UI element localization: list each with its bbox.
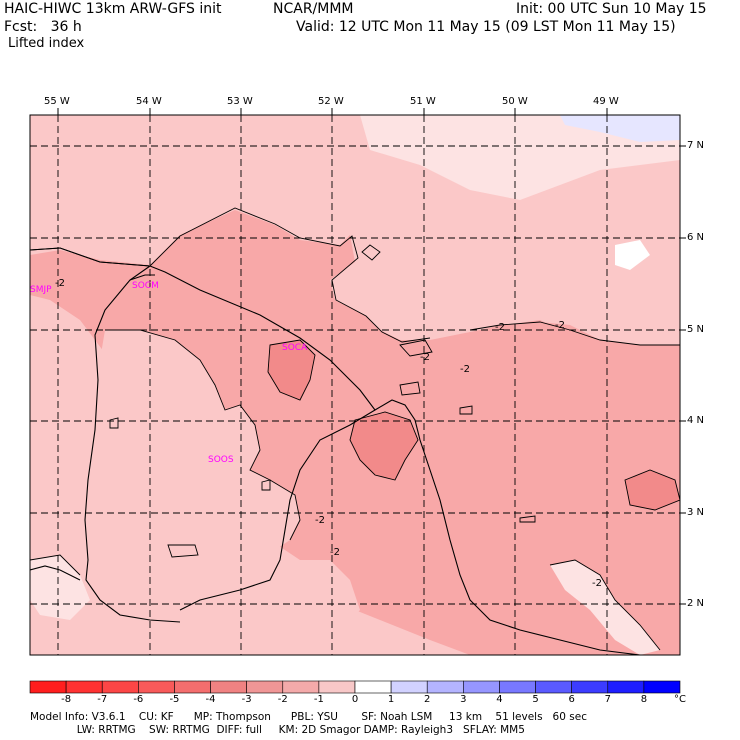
colorbar-tick-label: 3 <box>460 694 467 705</box>
lon-label-52w: 52 W <box>318 96 344 107</box>
field-white-patch <box>615 240 650 270</box>
contour-label: -2 <box>495 322 505 333</box>
field-dark-core-1 <box>268 340 315 400</box>
station-soca: SOCA <box>282 343 308 353</box>
colorbar-swatch <box>29 680 67 694</box>
colorbar-swatch <box>463 680 500 694</box>
colorbar-tick-label: 0 <box>351 694 359 705</box>
lon-label-53w: 53 W <box>227 96 253 107</box>
colorbar-tick-label: 8 <box>640 694 648 705</box>
lat-label-6n: 6 N <box>687 232 705 243</box>
colorbar-swatch <box>499 680 536 694</box>
lat-lon-grid <box>30 115 680 655</box>
contour-label: -2 <box>55 278 65 289</box>
colorbar-tick-label: 4 <box>496 694 503 705</box>
model-title: HAIC-HIWC 13km ARW-GFS init <box>4 1 222 17</box>
colorbar-swatch <box>246 680 284 694</box>
lon-label-49w: 49 W <box>593 96 619 107</box>
colorbar-swatch <box>101 680 139 694</box>
field-light-patch-south <box>300 560 360 630</box>
colorbar-tick-label: 7 <box>604 694 611 705</box>
contour-label: -2 <box>330 547 340 558</box>
lat-label-2n: 2 N <box>687 598 705 609</box>
colorbar-swatch <box>607 680 645 694</box>
colorbar-swatch <box>390 680 428 694</box>
colorbar-swatch <box>354 680 392 694</box>
lon-label-55w: 55 W <box>44 96 70 107</box>
lat-label-3n: 3 N <box>687 507 705 518</box>
map-frame <box>29 114 681 656</box>
init-time: Init: 00 UTC Sun 10 May 15 <box>516 1 707 17</box>
field-light-interior <box>80 330 300 630</box>
contour-label: -2 <box>555 320 565 331</box>
colorbar-tick-label: -5 <box>169 694 180 705</box>
colorbar-tick-label: 2 <box>424 694 431 705</box>
lon-label-54w: 54 W <box>136 96 162 107</box>
center-label: NCAR/MMM <box>273 1 354 17</box>
lat-label-4n: 4 N <box>687 415 705 426</box>
colorbar-swatch <box>318 680 356 694</box>
colorbar-tick-label: -3 <box>241 694 252 705</box>
lon-label-51w: 51 W <box>410 96 436 107</box>
station-socm: SOCM <box>132 281 159 291</box>
axis-ticks <box>57 108 686 605</box>
contour-label: -2 <box>315 515 325 526</box>
colorbar-swatch <box>210 680 247 694</box>
colorbar-swatch <box>643 680 681 694</box>
colorbar-tick-label: -1 <box>313 694 324 705</box>
colorbar-tick-label: -8 <box>61 694 72 705</box>
colorbar-swatch <box>138 680 175 694</box>
colorbar-swatch <box>426 680 464 694</box>
positive-li-region <box>560 115 680 142</box>
lon-label-50w: 50 W <box>502 96 528 107</box>
colorbar-tick-label: -2 <box>277 694 288 705</box>
colorbar-tick-label: 1 <box>387 694 395 705</box>
colorbar-swatch <box>174 680 211 694</box>
colorbar-unit: °C <box>674 694 686 705</box>
station-smjp: SMJP <box>30 285 52 295</box>
colorbar-tick-label: -4 <box>205 694 216 705</box>
colorbar-tick-label: 5 <box>532 694 539 705</box>
colorbar-swatch <box>65 680 103 694</box>
colorbar <box>29 680 681 694</box>
contour-label: -2 <box>460 364 470 375</box>
colorbar-tick-label: -6 <box>133 694 144 705</box>
field-dark-core-3 <box>625 470 680 510</box>
colorbar-tick-label: 6 <box>568 694 575 705</box>
field-lighter-strip <box>550 560 660 655</box>
field-name: Lifted index <box>8 36 85 51</box>
colorbar-swatch <box>535 680 572 694</box>
colorbar-tick-label: -7 <box>97 694 108 705</box>
colorbar-swatch <box>282 680 320 694</box>
model-info-line2: LW: RRTMG SW: RRTMG DIFF: full KM: 2D Sm… <box>30 724 525 736</box>
valid-time: Valid: 12 UTC Mon 11 May 15 (09 LST Mon … <box>296 19 676 35</box>
contour-label: -2 <box>592 578 602 589</box>
field-medium-patch <box>480 320 560 355</box>
boundaries <box>30 247 641 655</box>
lat-label-5n: 5 N <box>687 324 705 335</box>
station-soos: SOOS <box>208 455 234 465</box>
contour-label: -2 <box>420 352 430 363</box>
field-dark-core-2 <box>350 412 418 480</box>
colorbar-swatch <box>571 680 609 694</box>
model-info-line1: Model Info: V3.6.1 CU: KF MP: Thompson P… <box>30 711 587 723</box>
lat-label-7n: 7 N <box>687 140 705 151</box>
forecast-hour: Fcst: 36 h <box>4 19 82 35</box>
